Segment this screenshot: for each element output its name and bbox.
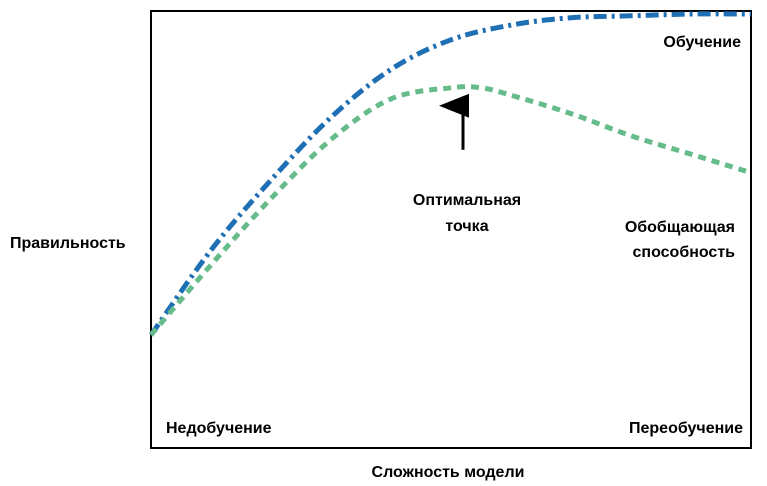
generalization-series-label-line2: способность [633,244,736,261]
underfitting-label: Недобучение [166,420,272,437]
optimal-point-label-line2: точка [445,218,488,235]
generalization-series-label-line1: Обобщающая [625,219,735,236]
train-series-label: Обучение [663,34,741,51]
plot-frame [150,10,752,449]
x-axis-label: Сложность модели [372,464,525,481]
generalization-accuracy-line [149,84,752,337]
series-layer [148,11,752,337]
training-accuracy-line [148,11,752,337]
optimal-point-label-line1: Оптимальная [413,192,521,209]
overfitting-label: Переобучение [629,420,743,437]
y-axis-label: Правильность [10,235,126,252]
